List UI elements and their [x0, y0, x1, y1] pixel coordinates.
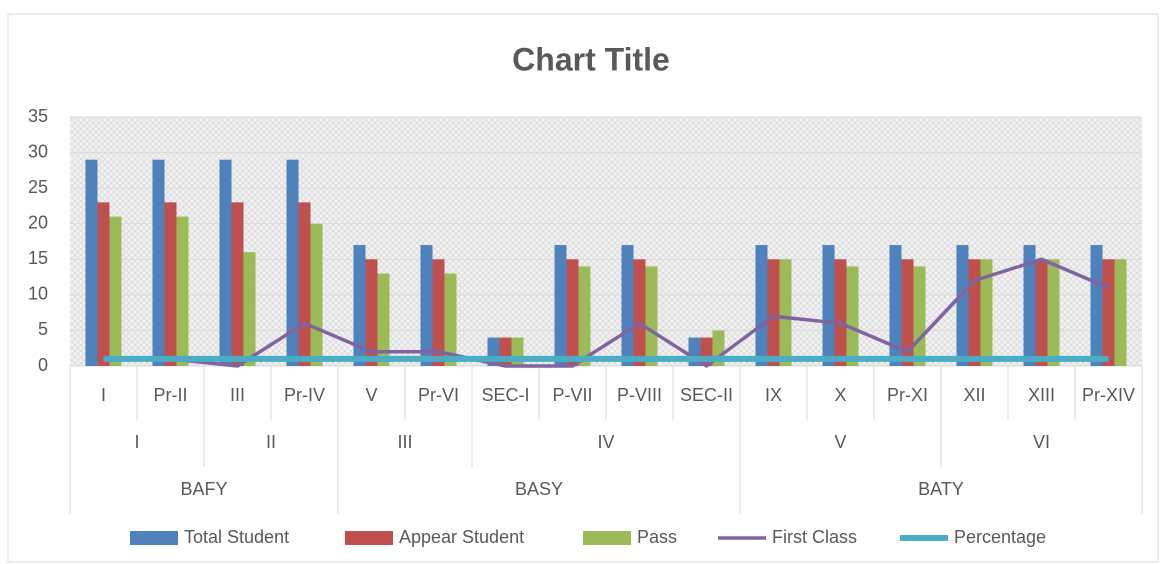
- x-tick-label: XII: [963, 385, 985, 405]
- bar: [152, 159, 165, 366]
- group-label: IV: [597, 432, 614, 452]
- x-tick-label: I: [101, 385, 106, 405]
- bar: [286, 159, 299, 366]
- bar: [755, 245, 768, 366]
- bar: [633, 259, 646, 366]
- x-tick-label: Pr-XI: [887, 385, 928, 405]
- bar: [85, 159, 98, 366]
- bar: [779, 259, 792, 366]
- bar: [1047, 259, 1060, 366]
- group-label: VI: [1033, 432, 1050, 452]
- legend-swatch: [345, 531, 393, 545]
- bar: [365, 259, 378, 366]
- bar: [353, 245, 366, 366]
- legend-label: First Class: [772, 527, 857, 547]
- legend-swatch: [130, 531, 178, 545]
- group-label: II: [266, 432, 276, 452]
- y-tick-label: 25: [28, 177, 48, 197]
- bar: [310, 223, 323, 366]
- bar: [1114, 259, 1127, 366]
- bar: [1035, 259, 1048, 366]
- x-tick-label: SEC-I: [481, 385, 529, 405]
- x-tick-label: III: [230, 385, 245, 405]
- bar: [444, 273, 457, 366]
- legend-swatch: [583, 531, 631, 545]
- legend-label: Total Student: [184, 527, 289, 547]
- bar: [578, 266, 591, 366]
- bar: [980, 259, 993, 366]
- x-tick-label: XIII: [1028, 385, 1055, 405]
- legend-label: Percentage: [954, 527, 1046, 547]
- bar: [377, 273, 390, 366]
- bar: [621, 245, 634, 366]
- bar: [231, 202, 244, 366]
- bar: [420, 245, 433, 366]
- bar: [901, 259, 914, 366]
- bar: [219, 159, 232, 366]
- bar: [822, 245, 835, 366]
- x-tick-label: P-VII: [552, 385, 592, 405]
- y-tick-label: 30: [28, 141, 48, 161]
- group-label: BATY: [918, 479, 964, 499]
- x-tick-label: IX: [765, 385, 782, 405]
- group-label: V: [834, 432, 846, 452]
- bar: [889, 245, 902, 366]
- x-tick-label: Pr-II: [154, 385, 188, 405]
- group-label: III: [397, 432, 412, 452]
- line: [103, 257, 1110, 368]
- bar: [97, 202, 110, 366]
- bar: [554, 245, 567, 366]
- group-label: BASY: [515, 479, 563, 499]
- bar: [298, 202, 311, 366]
- bar: [109, 216, 122, 366]
- x-tick-label: P-VIII: [617, 385, 662, 405]
- y-tick-label: 35: [28, 106, 48, 126]
- y-tick-label: 20: [28, 212, 48, 232]
- group-label: BAFY: [180, 479, 227, 499]
- bar: [164, 202, 177, 366]
- bar: [956, 245, 969, 366]
- bar: [767, 259, 780, 366]
- group-label: I: [134, 432, 139, 452]
- legend-label: Appear Student: [399, 527, 524, 547]
- bar: [1102, 259, 1115, 366]
- bar: [834, 259, 847, 366]
- x-tick-label: Pr-VI: [418, 385, 459, 405]
- bar: [243, 252, 256, 366]
- chart-title: Chart Title: [512, 41, 670, 77]
- bar: [1090, 245, 1103, 366]
- bar: [176, 216, 189, 366]
- x-tick-label: Pr-XIV: [1082, 385, 1135, 405]
- bar: [566, 259, 579, 366]
- bar: [968, 259, 981, 366]
- legend-label: Pass: [637, 527, 677, 547]
- bar: [913, 266, 926, 366]
- x-tick-label: Pr-IV: [284, 385, 325, 405]
- y-tick-label: 15: [28, 248, 48, 268]
- y-tick-label: 10: [28, 284, 48, 304]
- bar: [1023, 245, 1036, 366]
- y-tick-label: 0: [38, 355, 48, 375]
- x-tick-label: X: [834, 385, 846, 405]
- x-tick-label: SEC-II: [680, 385, 733, 405]
- y-tick-label: 5: [38, 319, 48, 339]
- bar: [432, 259, 445, 366]
- bar: [645, 266, 658, 366]
- bar: [846, 266, 859, 366]
- x-tick-label: V: [365, 385, 377, 405]
